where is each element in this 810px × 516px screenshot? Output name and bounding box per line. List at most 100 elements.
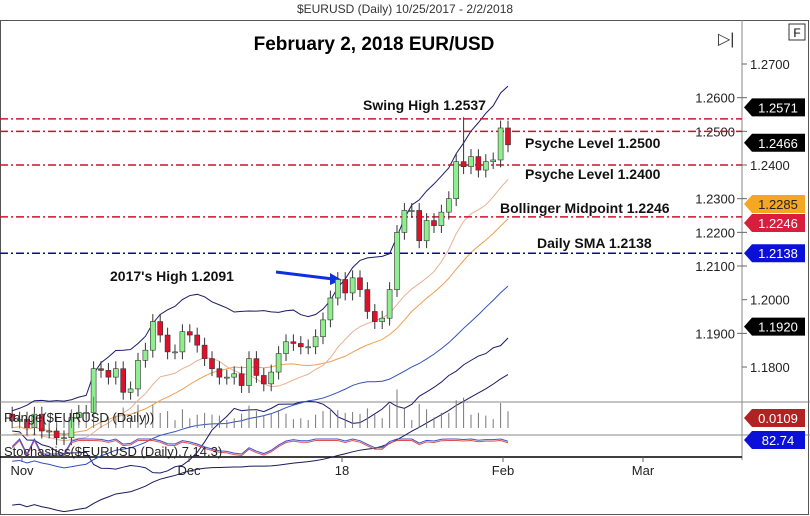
candle	[201, 344, 208, 359]
stochastic-fast	[11, 437, 509, 456]
x-tick-label: Feb	[492, 463, 514, 478]
candle	[408, 210, 415, 212]
y-tick-label: 1.2700	[750, 57, 790, 72]
candle	[231, 373, 237, 378]
candle	[253, 358, 260, 376]
candle	[475, 156, 482, 171]
candle	[135, 359, 141, 390]
stochastic-slow	[11, 439, 509, 457]
price-tag	[744, 98, 805, 117]
price-tag-text: 1.2571	[758, 100, 798, 115]
play-end-icon[interactable]: ▷|	[718, 31, 734, 48]
candle	[275, 353, 282, 373]
candle	[386, 289, 393, 319]
candle	[238, 373, 245, 386]
candle	[423, 220, 430, 242]
candle	[445, 198, 452, 213]
range-tag	[744, 409, 805, 427]
x-tick-label: 18	[335, 463, 349, 478]
candle	[497, 127, 504, 161]
candle	[349, 277, 356, 294]
y-tick-label: 1.2100	[695, 259, 735, 274]
candle	[305, 346, 312, 349]
candle	[157, 321, 163, 336]
candle	[283, 341, 289, 354]
price-tag-text: 1.1920	[758, 320, 798, 335]
price-tag-text: 1.2246	[758, 216, 798, 231]
y-tick-label: 1.2200	[695, 225, 735, 240]
stochastic-tag-text: 82.74	[762, 433, 795, 448]
candle	[401, 210, 408, 233]
candle	[246, 358, 252, 386]
level-label: Daily SMA 1.2138	[537, 235, 652, 251]
range-tag-text: 0.0109	[758, 411, 798, 426]
level-label: Psyche Level 1.2500	[525, 135, 661, 151]
y-tick-label: 1.2400	[750, 158, 790, 173]
candle	[379, 317, 386, 322]
price-tag-text: 1.2138	[758, 246, 798, 261]
candle	[312, 336, 319, 348]
candle	[260, 375, 267, 385]
stochastic-panel-label: Stochastics($EURUSD (Daily),7,14,3)	[4, 444, 222, 459]
candle	[61, 437, 67, 440]
candle	[105, 370, 112, 378]
bollinger-upper	[12, 85, 509, 412]
candle	[327, 297, 334, 321]
candle	[209, 358, 215, 370]
price-tag-text: 1.2285	[758, 197, 798, 212]
y-tick-label: 1.2000	[750, 293, 790, 308]
candle	[297, 343, 304, 348]
price-tag-text: 1.2466	[758, 136, 798, 151]
candle	[438, 211, 445, 226]
candle	[224, 376, 230, 379]
x-tick-label: Mar	[632, 463, 655, 478]
level-label: Psyche Level 1.2400	[525, 166, 661, 182]
candle	[490, 159, 497, 162]
moving-average-blue	[12, 285, 509, 469]
candle	[371, 311, 378, 322]
candle	[482, 161, 489, 171]
candle	[194, 334, 200, 346]
candle	[357, 277, 363, 290]
x-tick-label: Nov	[10, 463, 34, 478]
range-panel-label: Range($EURUSD (Daily))	[4, 410, 154, 425]
y-tick-label: 1.2600	[695, 91, 735, 106]
f-button-label: F	[793, 26, 800, 40]
candle	[164, 334, 171, 353]
candle	[187, 331, 193, 336]
candle	[120, 368, 126, 393]
annotation-label: 2017's High 1.2091	[110, 268, 234, 284]
candle	[113, 368, 119, 378]
candle	[342, 279, 349, 294]
moving-average	[12, 179, 509, 442]
chart-frame	[0, 20, 809, 515]
candle	[53, 430, 60, 439]
level-label: Swing High 1.2537	[363, 97, 486, 113]
candle	[179, 331, 186, 353]
price-tag	[744, 317, 805, 336]
candle	[453, 161, 460, 199]
candle	[142, 349, 149, 361]
candle	[394, 232, 400, 290]
candle	[431, 220, 437, 226]
bollinger-midpoint	[12, 218, 509, 435]
candle	[468, 156, 474, 167]
candle	[334, 279, 341, 299]
candle	[460, 161, 467, 167]
price-tag	[744, 244, 805, 263]
candle	[150, 321, 156, 351]
stochastic-tag	[744, 431, 805, 449]
candle	[320, 319, 326, 338]
y-tick-label: 1.1800	[750, 360, 790, 375]
candle	[416, 210, 423, 242]
level-label: Bollinger Midpoint 1.2246	[500, 200, 670, 216]
price-tag	[744, 133, 805, 152]
candle	[98, 368, 104, 371]
f-button[interactable]	[788, 23, 806, 41]
arrow-head-icon	[330, 273, 342, 285]
candle	[364, 289, 371, 312]
candle	[172, 351, 178, 354]
bollinger-lower	[12, 337, 509, 474]
